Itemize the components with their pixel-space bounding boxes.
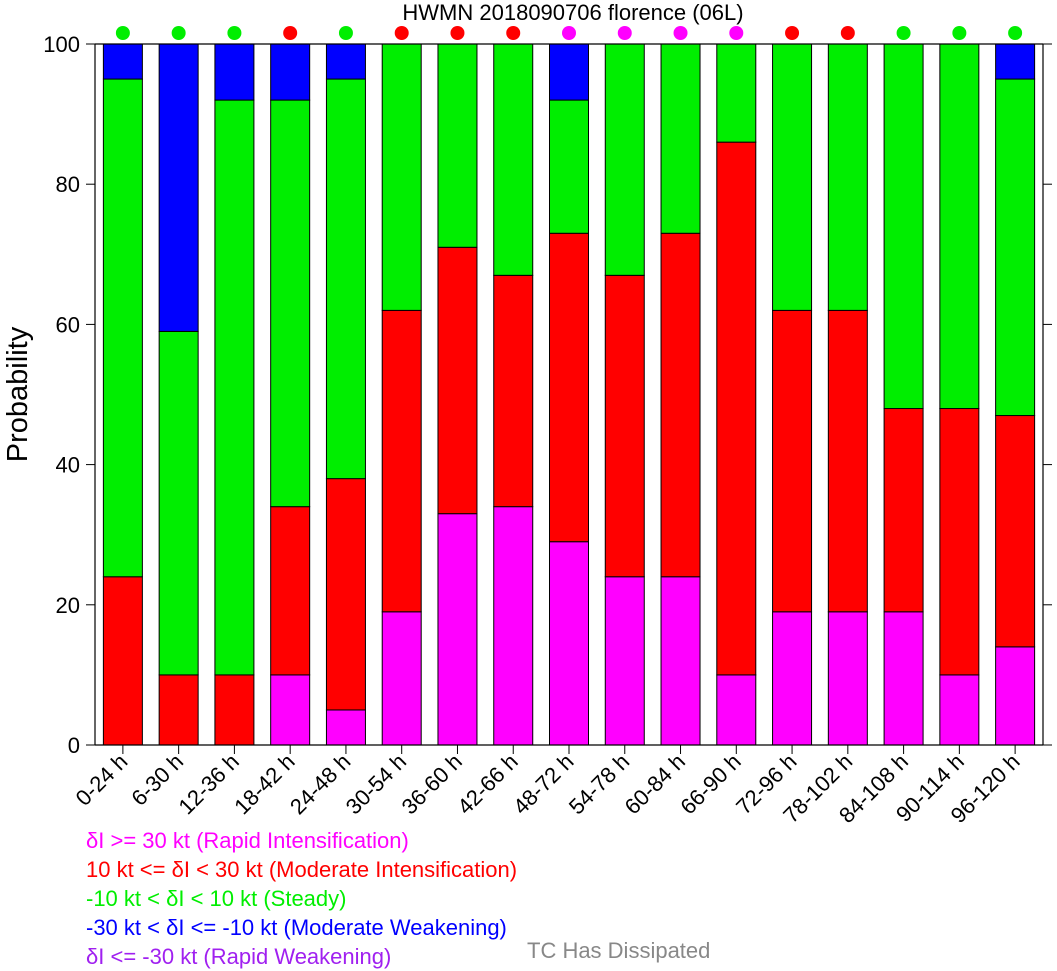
x-tick-label: 48-72 h [508, 749, 578, 819]
x-tick-label: 42-66 h [452, 749, 522, 819]
bar-segment-st [604, 43, 645, 276]
bar-segment-ri [437, 513, 478, 746]
category-marker [115, 26, 130, 40]
bar-segment-ri [325, 709, 366, 746]
y-tick-label: 20 [56, 593, 80, 618]
bar-segment-ri [716, 674, 757, 746]
category-marker [617, 26, 632, 40]
x-tick-label: 18-42 h [229, 749, 299, 819]
bar-segment-st [549, 99, 589, 234]
bar-segment-ri [995, 646, 1036, 746]
bar-segment-st [381, 43, 422, 311]
x-tick-label: 0-24 h [71, 749, 133, 811]
legend-steady-label: -10 kt < δI < 10 kt (Steady) [86, 886, 347, 911]
y-tick-label: 100 [43, 32, 80, 57]
x-tick-label: 24-48 h [285, 749, 355, 819]
bar-segment-ri [660, 576, 701, 746]
x-tick-label: 12-36 h [174, 749, 244, 819]
bar-segment-mi [772, 309, 813, 613]
legend-mw-label: -30 kt < δI <= -10 kt (Moderate Weakenin… [86, 915, 507, 940]
bar-segment-st [493, 43, 534, 276]
bar-segment-st [158, 330, 199, 676]
bar-segment-st [827, 43, 868, 311]
category-marker [283, 26, 298, 40]
legend: δI >= 30 kt (Rapid Intensification) 10 k… [86, 826, 517, 971]
bar-segment-mi [549, 232, 589, 543]
bar-segment-mi [158, 674, 199, 746]
bar-segment-mi [604, 274, 645, 578]
category-marker [394, 26, 409, 40]
bar-segment-mi [883, 408, 924, 613]
dissipated-label: TC Has Dissipated [527, 938, 711, 963]
x-tick-label: 36-60 h [397, 749, 467, 819]
bar-segment-st [214, 99, 255, 676]
legend-rw-label: δI <= -30 kt (Rapid Weakening) [86, 944, 392, 969]
y-tick-label: 80 [56, 172, 80, 197]
bar-segment-ri [549, 541, 589, 746]
category-marker [952, 26, 967, 40]
bar-segment-ri [827, 611, 868, 746]
bar-segment-mi [381, 309, 422, 613]
bar-segment-ri [772, 611, 813, 746]
bar-segment-st [772, 43, 813, 311]
legend-ri-label: δI >= 30 kt (Rapid Intensification) [86, 828, 409, 853]
bar-segment-mw [270, 43, 311, 101]
category-marker [171, 26, 186, 40]
bar-segment-st [660, 43, 701, 234]
category-marker [450, 26, 465, 40]
category-marker [506, 26, 521, 40]
category-marker [673, 26, 688, 40]
bar-segment-st [102, 78, 143, 578]
bar-segment-ri [381, 611, 422, 746]
category-marker [1008, 26, 1023, 40]
category-marker [896, 26, 911, 40]
y-tick-label: 60 [56, 312, 80, 337]
bar-segment-mw [102, 43, 143, 80]
bar-segment-mw [549, 43, 589, 101]
category-marker [729, 26, 744, 40]
category-marker [840, 26, 855, 40]
bar-segment-ri [883, 611, 924, 746]
bar-segment-st [325, 78, 366, 480]
bar-segment-st [995, 78, 1036, 417]
bar-segment-mi [493, 274, 534, 508]
x-tick-label: 30-54 h [341, 749, 411, 819]
bar-segment-st [270, 99, 311, 508]
y-axis-label: Probability [2, 326, 34, 462]
bar-segment-mi [827, 309, 868, 613]
bar-segment-mi [214, 674, 255, 746]
bar-segment-st [883, 43, 924, 410]
x-tick-label: 54-78 h [564, 749, 634, 819]
bar-segment-mi [716, 141, 757, 676]
bar-segment-ri [270, 674, 311, 746]
bar-segment-ri [493, 506, 534, 746]
y-tick-label: 40 [56, 453, 80, 478]
bar-segment-mi [437, 246, 478, 515]
x-tick-label: 60-84 h [620, 749, 690, 819]
category-marker [227, 26, 242, 40]
bar-segment-st [437, 43, 478, 248]
bar-segment-mi [660, 232, 701, 578]
category-marker [562, 26, 576, 40]
bar-segment-mi [939, 408, 980, 676]
category-marker [785, 26, 800, 40]
bar-segment-mw [325, 43, 366, 80]
bar-segment-st [716, 43, 757, 143]
bar-segment-mi [270, 506, 311, 676]
category-marker [338, 26, 353, 40]
bar-segment-mi [995, 415, 1036, 648]
bar-segment-mi [102, 576, 143, 746]
bar-segment-mw [158, 43, 199, 332]
y-tick-label: 0 [68, 733, 80, 758]
bar-segment-ri [604, 576, 645, 746]
bar-segment-st [939, 43, 980, 410]
bar-segment-ri [939, 674, 980, 746]
bar-segment-mi [325, 478, 366, 711]
chart-title: HWMN 2018090706 florence (06L) [402, 0, 743, 25]
x-tick-label: 66-90 h [675, 749, 745, 819]
bar-segment-mw [214, 43, 255, 101]
legend-mi-label: 10 kt <= δI < 30 kt (Moderate Intensific… [86, 857, 518, 882]
bar-segment-mw [995, 43, 1036, 80]
